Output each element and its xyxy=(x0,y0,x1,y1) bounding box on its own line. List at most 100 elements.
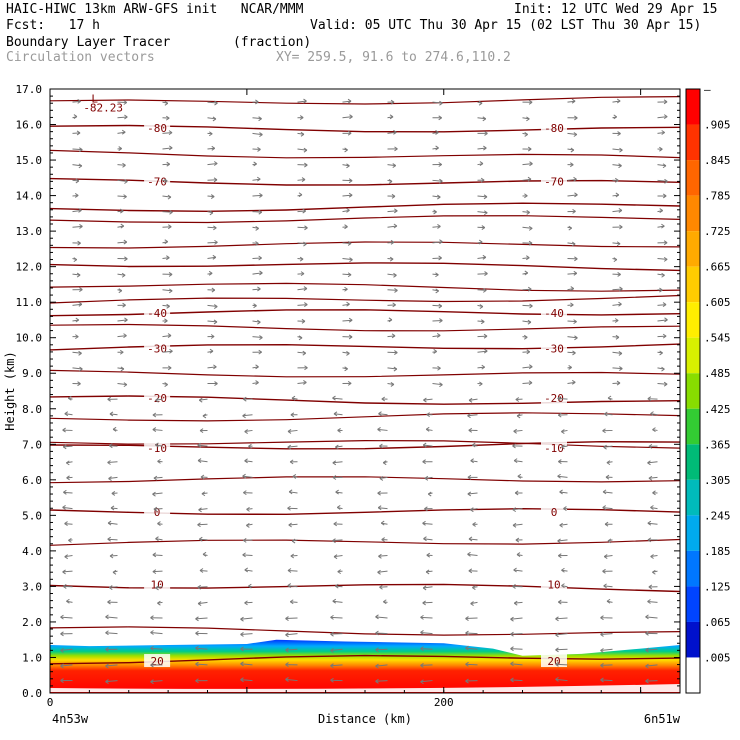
circulation-vector-head xyxy=(304,365,308,371)
circulation-vector xyxy=(162,289,173,292)
circulation-vector-head xyxy=(155,536,159,542)
circulation-vector-head xyxy=(381,396,386,402)
circulation-vector-head xyxy=(335,444,339,450)
circulation-vector-head xyxy=(347,380,352,386)
circulation-vector xyxy=(252,211,262,213)
circulation-vector xyxy=(207,366,217,369)
circulation-vector-head xyxy=(169,209,173,215)
circulation-vector-head xyxy=(515,397,520,402)
circulation-vector xyxy=(657,319,668,322)
isotherm-label-bg xyxy=(144,391,171,405)
circulation-vector xyxy=(522,366,533,369)
circulation-vector-head xyxy=(244,429,248,434)
circulation-vector-head xyxy=(77,240,81,246)
cross-section-coordinates: XY= 259.5, 91.6 to 274.6,110.2 xyxy=(276,50,511,65)
circulation-vector-head xyxy=(375,678,379,684)
circulation-vector xyxy=(342,100,352,103)
circulation-vector xyxy=(117,195,127,198)
circulation-vector-head xyxy=(197,601,202,607)
circulation-vector xyxy=(650,555,658,558)
circulation-vector xyxy=(522,288,532,291)
circulation-vector-head xyxy=(420,630,424,635)
circulation-vector xyxy=(150,680,163,683)
circulation-vector-head xyxy=(258,255,262,261)
isotherm-label-bg xyxy=(541,577,567,591)
circulation-vector-head xyxy=(107,460,111,465)
circulation-vector-head xyxy=(482,116,487,122)
circulation-vector-head xyxy=(528,99,533,105)
circulation-vector-head xyxy=(392,302,396,308)
circulation-vector xyxy=(555,617,568,620)
isotherm-line xyxy=(49,241,681,249)
colorbar-label: .005 xyxy=(704,651,731,664)
circulation-vector-head xyxy=(213,177,218,183)
circulation-vector-head xyxy=(524,270,529,276)
circulation-vector xyxy=(240,633,253,635)
circulation-vector-head xyxy=(346,207,350,213)
circulation-vector xyxy=(333,413,343,416)
circulation-vector-head xyxy=(244,567,249,573)
circulation-vector-head xyxy=(285,647,289,653)
circulation-vector xyxy=(199,569,208,572)
circulation-vector xyxy=(297,242,307,245)
circulation-vector-head xyxy=(124,179,128,184)
circulation-vector xyxy=(477,147,487,150)
circulation-vector-head xyxy=(198,507,202,513)
circulation-vector-head xyxy=(79,147,83,153)
circulation-vector-head xyxy=(465,661,469,667)
circulation-vector-head xyxy=(246,523,250,528)
circulation-vector-head xyxy=(470,601,474,607)
circulation-vector xyxy=(387,131,397,134)
circulation-vector-head xyxy=(240,677,244,683)
circulation-vector xyxy=(512,508,523,511)
circulation-vector xyxy=(567,100,576,103)
circulation-vector xyxy=(612,242,621,245)
isotherm-label-bg xyxy=(144,341,171,355)
circulation-vector xyxy=(333,555,343,558)
circulation-vector-head xyxy=(602,505,606,511)
circulation-vector xyxy=(522,304,533,307)
circulation-vector-head xyxy=(388,179,393,184)
circulation-vector-head xyxy=(242,537,247,543)
isotherm-label: -10 xyxy=(147,442,167,455)
circulation-vector xyxy=(423,538,433,541)
circulation-vector xyxy=(207,179,218,181)
circulation-vector xyxy=(244,429,253,433)
circulation-vector xyxy=(117,273,126,276)
circulation-vector-head xyxy=(68,537,72,543)
circulation-vector-head xyxy=(150,630,154,635)
circulation-vector xyxy=(153,476,163,479)
circulation-vector-head xyxy=(555,661,559,667)
circulation-vector-head xyxy=(73,114,78,120)
circulation-vector xyxy=(603,585,613,588)
colorbar-swatch xyxy=(686,266,700,303)
circulation-vector-head xyxy=(330,648,334,653)
circulation-vector xyxy=(162,257,170,259)
circulation-vector xyxy=(207,226,217,229)
circulation-vector xyxy=(477,350,488,353)
circulation-vector xyxy=(117,164,126,166)
circulation-vector-head xyxy=(465,645,469,651)
circulation-vector-head xyxy=(209,210,214,216)
circulation-vector-head xyxy=(439,178,443,184)
circulation-vector-head xyxy=(76,130,81,136)
circulation-vector xyxy=(72,148,83,151)
circulation-vector xyxy=(197,444,208,447)
circulation-vector-head xyxy=(439,382,443,388)
circulation-vector xyxy=(297,179,306,181)
circulation-vector-head xyxy=(300,271,305,277)
circulation-vector xyxy=(477,273,488,275)
circulation-vector-head xyxy=(435,288,439,294)
circulation-vector xyxy=(432,304,442,307)
circulation-vector-head xyxy=(287,505,291,511)
circulation-vector xyxy=(240,617,253,620)
colorbar-label: .905 xyxy=(704,119,731,132)
circulation-vector xyxy=(64,413,73,416)
y-tick-label: 16.0 xyxy=(16,119,43,132)
circulation-vector-head xyxy=(512,584,516,589)
circulation-vector-head xyxy=(214,239,218,245)
circulation-vector-head xyxy=(195,645,199,651)
circulation-vector-head xyxy=(164,100,169,106)
circulation-vector-head xyxy=(332,460,337,466)
circulation-vector xyxy=(423,444,433,447)
